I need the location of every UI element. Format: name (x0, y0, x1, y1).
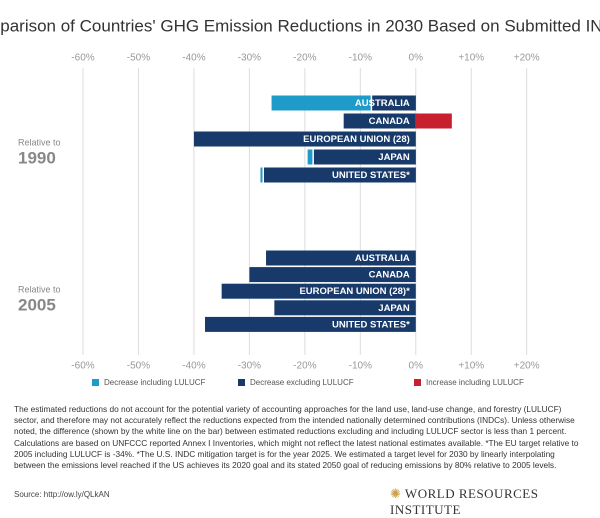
panel-label: Relative to (18, 284, 61, 294)
bar-label: CANADA (369, 116, 410, 127)
x-tick-label: -10% (349, 361, 372, 372)
bar-label: CANADA (369, 270, 410, 281)
bar (313, 149, 416, 165)
x-tick-label: +20% (514, 53, 540, 64)
bar-label: AUSTRALIA (355, 253, 410, 264)
bar-label: JAPAN (378, 152, 410, 163)
bar-label: EUROPEAN UNION (28)* (299, 286, 410, 297)
x-tick-label: +10% (458, 53, 484, 64)
chart-title: Comparison of Countries' GHG Emission Re… (0, 16, 600, 35)
x-tick-label: 0% (409, 361, 424, 372)
panel-year: 1990 (18, 148, 56, 167)
x-tick-label: -20% (293, 361, 316, 372)
bar (221, 283, 416, 299)
bar (343, 113, 416, 129)
x-tick-label: -40% (182, 53, 205, 64)
x-tick-label: -40% (182, 361, 205, 372)
x-tick-label: -20% (293, 53, 316, 64)
panel-year: 2005 (18, 295, 56, 314)
legend-swatch (92, 379, 99, 386)
bar-label: AUSTRALIA (355, 98, 410, 109)
logo-text: WORLD RESOURCES INSTITUTE (390, 486, 539, 517)
bar (274, 300, 416, 316)
bar (415, 113, 452, 129)
x-tick-label: -50% (127, 361, 150, 372)
x-tick-label: -50% (127, 53, 150, 64)
panel-label: Relative to (18, 137, 61, 147)
bar (371, 95, 416, 111)
bar-label: EUROPEAN UNION (28) (303, 134, 410, 145)
bar (263, 167, 416, 183)
x-tick-label: +10% (458, 361, 484, 372)
legend-swatch (414, 379, 421, 386)
legend-label: Increase including LULUCF (426, 378, 524, 387)
bar (249, 267, 416, 283)
x-tick-label: -60% (71, 53, 94, 64)
bar-label: UNITED STATES* (332, 319, 410, 330)
bar-label: JAPAN (378, 303, 410, 314)
source: Source: http://ow.ly/QLkAN (14, 490, 110, 499)
x-tick-label: -60% (71, 361, 94, 372)
bar (266, 250, 416, 266)
legend-label: Decrease including LULUCF (104, 378, 205, 387)
legend-label: Decrease excluding LULUCF (250, 378, 354, 387)
bar (193, 131, 416, 147)
chart: Comparison of Countries' GHG Emission Re… (0, 16, 600, 387)
footnote: The estimated reductions do not account … (14, 404, 579, 471)
logo: ✺ WORLD RESOURCES INSTITUTE (390, 486, 539, 517)
x-tick-label: 0% (409, 53, 424, 64)
legend-swatch (238, 379, 245, 386)
bar-label: UNITED STATES* (332, 170, 410, 181)
x-tick-label: +20% (514, 361, 540, 372)
x-tick-label: -30% (238, 361, 261, 372)
x-tick-label: -30% (238, 53, 261, 64)
x-tick-label: -10% (349, 53, 372, 64)
bar (205, 316, 416, 332)
